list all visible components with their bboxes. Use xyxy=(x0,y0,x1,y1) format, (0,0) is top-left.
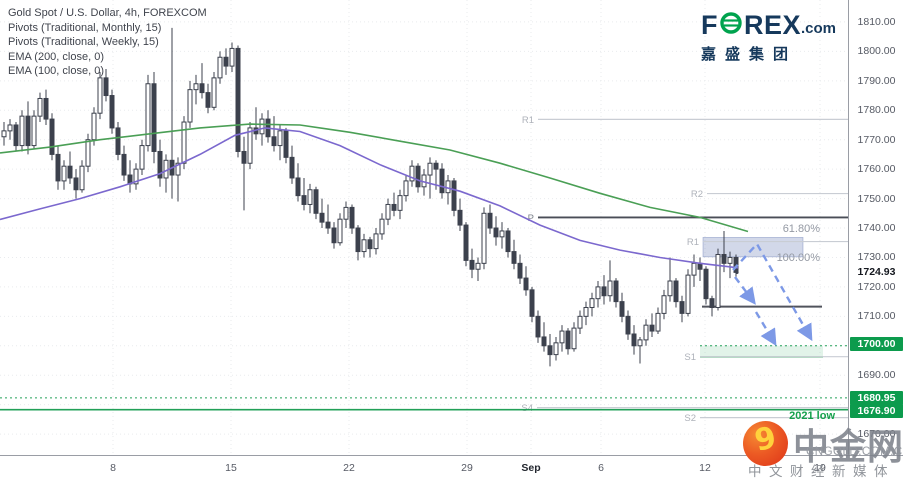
key-level-price-label: 1680.95 xyxy=(850,391,903,405)
forex-globe-icon xyxy=(719,10,743,39)
price-tick: 1720.00 xyxy=(857,280,896,293)
price-tick: 1730.00 xyxy=(857,251,896,264)
price-tick: 1690.00 xyxy=(857,369,896,382)
date-tick: 6 xyxy=(598,462,604,474)
price-axis[interactable]: 1810.00 1800.00 1790.00 1780.00 1770.00 1760.… xyxy=(848,0,903,455)
price-tick: 1740.00 xyxy=(857,222,896,234)
ema-200-line[interactable] xyxy=(0,123,749,233)
pivot-label: R2 xyxy=(691,189,703,200)
forex-logo: F REX .com 嘉盛集团 xyxy=(701,10,836,64)
legend-row-1[interactable]: Pivots (Traditional, Monthly, 15) xyxy=(8,21,162,34)
price-tick: 1710.00 xyxy=(857,310,896,323)
fib-level-label: 61.80% xyxy=(783,223,821,235)
demand-zone[interactable] xyxy=(700,345,823,358)
key-level-price-label: 1700.00 xyxy=(850,337,903,351)
pivot-label: R1 xyxy=(687,237,699,248)
forex-logo-chinese: 嘉盛集团 xyxy=(700,46,797,63)
pivot-lines: R1 R2 P R1 S1 S4 S2 xyxy=(521,115,848,424)
price-tick: 1780.00 xyxy=(857,104,896,117)
key-level-price-label: 1676.90 xyxy=(850,404,903,418)
candlestick-chart[interactable]: 61.80% 100.00% R1 R2 P R1 S1 S4 S2 2021 low xyxy=(0,0,848,455)
projection-arrows[interactable] xyxy=(732,241,813,347)
price-tick: 1750.00 xyxy=(857,192,896,205)
date-tick: Sep xyxy=(521,462,541,474)
date-tick: 12 xyxy=(699,462,711,474)
legend-row-4[interactable]: EMA (100, close, 0) xyxy=(8,65,104,77)
legend-row-3[interactable]: EMA (200, close, 0) xyxy=(8,50,104,63)
last-price-dot xyxy=(735,270,739,274)
date-tick: 22 xyxy=(343,462,355,474)
indicator-legend: Gold Spot / U.S. Dollar, 4h, FOREXCOM Piv… xyxy=(8,6,207,79)
legend-row-0[interactable]: Gold Spot / U.S. Dollar, 4h, FOREXCOM xyxy=(8,7,207,19)
gridlines xyxy=(0,0,848,455)
date-tick: 29 xyxy=(461,462,473,474)
legend-row-2[interactable]: Pivots (Traditional, Weekly, 15) xyxy=(8,36,159,48)
pivot-label: S2 xyxy=(684,413,696,424)
time-axis[interactable]: 8 15 22 29 Sep 6 12 19 xyxy=(0,455,903,487)
pivot-label: S1 xyxy=(684,352,696,363)
ema-100-line[interactable] xyxy=(0,127,739,269)
price-tick: 1810.00 xyxy=(857,15,896,28)
pivot-label: S4 xyxy=(521,403,533,414)
forex-logo-dotcom: .com xyxy=(800,20,836,37)
date-tick: 8 xyxy=(110,462,116,474)
price-tick: 1790.00 xyxy=(857,74,896,87)
date-tick: 19 xyxy=(814,462,826,474)
candles xyxy=(1,27,739,367)
forex-logo-rex: REX xyxy=(743,9,801,40)
forex-logo-f: F xyxy=(700,9,718,40)
price-tick: 1670.00 xyxy=(857,428,896,441)
price-tick: 1770.00 xyxy=(857,133,896,146)
pivot-label: R1 xyxy=(522,115,534,126)
fib-level-label: 100.00% xyxy=(777,252,821,264)
annotation-2021-low: 2021 low xyxy=(789,410,835,422)
price-tick: 1760.00 xyxy=(857,163,896,176)
date-tick: 15 xyxy=(225,462,237,474)
pivot-label: P xyxy=(528,213,534,224)
price-tick: 1800.00 xyxy=(857,45,896,58)
last-price-label: 1724.93 xyxy=(849,266,903,279)
price-levels xyxy=(0,345,848,411)
plot-area[interactable]: Gold Spot / U.S. Dollar, 4h, FOREXCOM Piv… xyxy=(0,0,848,455)
